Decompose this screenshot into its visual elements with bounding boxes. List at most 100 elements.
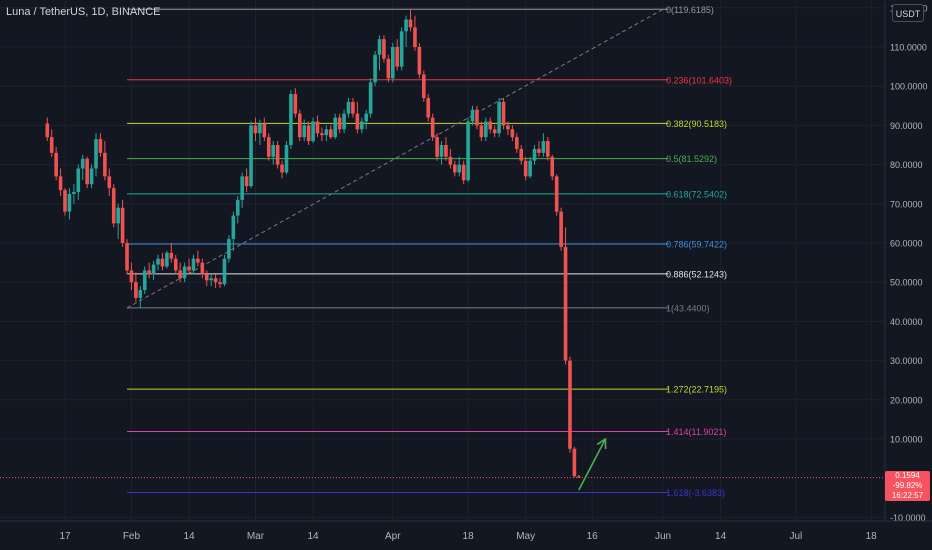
candle-body [58, 176, 63, 191]
candle-body [103, 152, 107, 177]
price-change: -99.82% [892, 481, 923, 490]
candle [368, 78, 373, 118]
candle [324, 125, 329, 142]
candle-body [293, 94, 298, 114]
time-axis[interactable]: 17 Feb 14 Mar 14 Apr 18 May 16 Jun 14 Jul 18 [0, 520, 932, 550]
candle-body [320, 133, 324, 136]
candle [271, 141, 275, 165]
candle [461, 160, 466, 185]
candle [302, 119, 306, 142]
candle-body [76, 168, 81, 193]
last-price: 0.1594 [895, 471, 920, 480]
candle [49, 129, 54, 157]
candle [519, 145, 524, 165]
candle [444, 137, 448, 161]
candle-body [430, 117, 435, 138]
candle-body [359, 121, 364, 130]
fib-level-label: 0.786(59.7422) [666, 240, 727, 250]
candle-body [426, 97, 431, 118]
candle [111, 184, 116, 228]
candle-body [448, 156, 453, 165]
time-tick-label: 18 [866, 531, 878, 542]
candle-body [297, 113, 302, 138]
currency-button[interactable]: USDT [892, 4, 924, 22]
candle-body [169, 252, 174, 259]
candle [297, 109, 302, 142]
candle [479, 121, 484, 142]
price-tick-label: 110.0000 [890, 43, 927, 53]
candle [523, 156, 528, 181]
candle [337, 113, 342, 134]
time-tick-label: 18 [463, 531, 475, 542]
candle-body [550, 156, 555, 177]
candle [165, 250, 169, 269]
price-tick-label: 40.0000 [890, 317, 923, 327]
candle [448, 148, 453, 169]
candle [80, 154, 85, 181]
candle [546, 137, 550, 161]
candle [492, 125, 497, 138]
candle-body [178, 270, 182, 279]
candle [550, 154, 555, 181]
candle [213, 274, 218, 289]
candle-body [240, 176, 244, 200]
candle-body [191, 258, 196, 271]
candle-body [377, 39, 382, 55]
candle [568, 356, 572, 453]
candle-body [187, 266, 191, 271]
candle [320, 127, 324, 142]
candle-body [346, 101, 351, 114]
candle [373, 50, 377, 87]
price-tick-label: 90.0000 [890, 121, 923, 131]
candle [470, 105, 475, 126]
candle-body [306, 125, 311, 142]
fib-trend-line[interactable] [126, 8, 664, 309]
candle [386, 54, 391, 83]
candle [116, 203, 120, 240]
fib-level-label: 0.886(52.1243) [666, 269, 727, 279]
candle [413, 15, 417, 51]
candle [58, 168, 63, 196]
fib-retracement[interactable]: 0(119.6185) 0.236(101.6403) 0.382(90.5183)… [126, 5, 732, 498]
candle [399, 27, 404, 71]
candle-body [382, 39, 386, 59]
candle [395, 39, 400, 71]
candle [72, 184, 76, 204]
candle-body [453, 164, 457, 173]
candle [501, 97, 506, 130]
candle [284, 141, 289, 175]
candle [315, 115, 320, 138]
candle-body [116, 207, 120, 224]
candle [311, 117, 315, 144]
candle-body [45, 123, 50, 138]
candle [559, 207, 563, 251]
candle [98, 133, 103, 157]
candle-body [147, 270, 151, 275]
candle [364, 109, 369, 130]
candle [240, 172, 244, 208]
fib-level-label: 1.414(11.9021) [666, 427, 726, 437]
candle-body [280, 164, 284, 173]
candle [262, 117, 267, 142]
candle-body [577, 476, 581, 478]
candle-body [390, 47, 395, 79]
candle [306, 121, 311, 145]
candle-body [546, 141, 550, 157]
candle [218, 278, 222, 289]
candle [258, 119, 262, 145]
fib-level-label: 0(119.6185) [666, 5, 714, 15]
candle-body [435, 137, 439, 157]
price-axis-bg [885, 0, 932, 550]
candle-body [510, 129, 515, 138]
candle-body [80, 158, 85, 169]
candle-body [355, 113, 360, 130]
candle [253, 117, 258, 142]
candle-body [160, 258, 165, 267]
candle [382, 35, 386, 63]
candle-body [497, 101, 501, 134]
price-axis[interactable]: -10.0000 10.0000 20.0000 30.0000 40.0000 50.0… [884, 0, 932, 550]
candle [289, 90, 293, 149]
candle [510, 125, 515, 142]
candle [249, 121, 253, 189]
candle-body [258, 123, 262, 134]
